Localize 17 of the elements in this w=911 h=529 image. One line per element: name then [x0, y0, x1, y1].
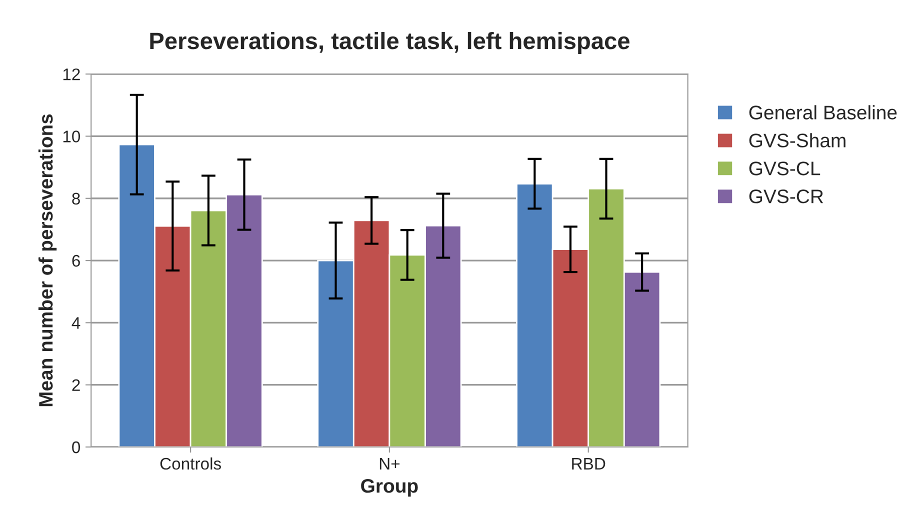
x-tick-label: Controls: [160, 457, 221, 470]
y-tick-label: 6: [72, 254, 80, 267]
x-axis-title: Group: [361, 479, 418, 497]
legend-label: GVS-CL: [749, 162, 820, 176]
y-tick-label: 8: [72, 192, 80, 205]
legend-label: General Baseline: [749, 105, 897, 120]
x-tick-label: RBD: [572, 458, 606, 470]
chart-title: Perseverations, tactile task, left hemispace: [150, 32, 630, 54]
y-tick-label: 12: [63, 68, 80, 80]
y-tick-label: 10: [63, 130, 80, 142]
legend-label: GVS-CR: [749, 190, 824, 204]
y-tick-label: 4: [72, 317, 80, 329]
y-tick-label: 0: [72, 441, 80, 454]
x-tick-label: N+: [380, 458, 400, 470]
legend-label: GVS-Sham: [749, 133, 846, 148]
y-axis-title: Mean number of perseverations: [38, 114, 57, 406]
y-tick-label: 2: [72, 379, 80, 391]
